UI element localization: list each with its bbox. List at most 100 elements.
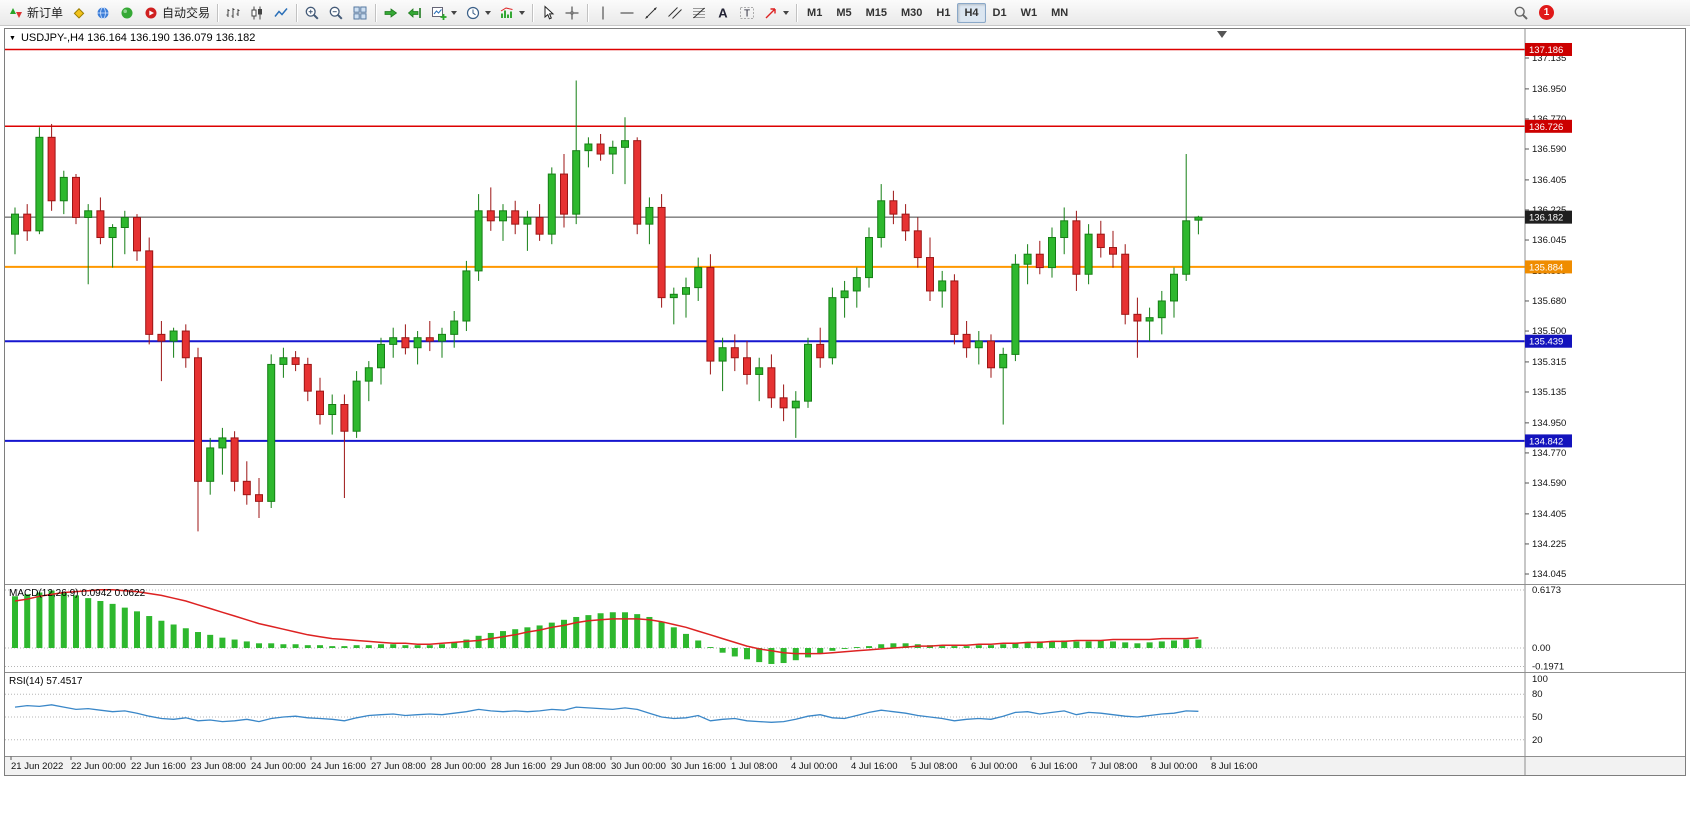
text-icon: A (715, 5, 731, 21)
svg-text:5 Jul 08:00: 5 Jul 08:00 (911, 761, 957, 772)
macd-indicator-label: MACD(12,26,9) 0.0942 0.0622 (9, 588, 146, 599)
timeframe-mn-button[interactable]: MN (1051, 6, 1069, 19)
svg-text:0.00: 0.00 (1532, 643, 1551, 654)
crosshair-button[interactable] (560, 2, 584, 24)
bar-chart-icon (225, 5, 241, 21)
svg-text:27 Jun 08:00: 27 Jun 08:00 (371, 761, 426, 772)
svg-text:136.225: 136.225 (1532, 205, 1566, 216)
rsi-line (14, 704, 1199, 723)
news-button[interactable] (115, 2, 139, 24)
svg-text:134.950: 134.950 (1532, 418, 1566, 429)
metaeditor-button[interactable] (67, 2, 91, 24)
timeframe-m5-button[interactable]: M5 (836, 6, 852, 19)
svg-text:136.726: 136.726 (1529, 122, 1563, 133)
dropdown-caret-icon[interactable] (783, 10, 790, 15)
dropdown-caret-icon[interactable] (451, 10, 458, 15)
zoom-out-button[interactable] (324, 2, 348, 24)
autotrading-icon (143, 5, 159, 21)
vertical-line-icon (595, 5, 611, 21)
chart-symbol-ohlc: USDJPY-,H4 136.164 136.190 136.079 136.1… (20, 32, 256, 44)
timeframe-h1-button[interactable]: H1 (936, 6, 951, 19)
timeframe-m15-button[interactable]: M15 (865, 6, 887, 19)
fibonacci-icon (691, 5, 707, 21)
line-chart-button[interactable] (269, 2, 293, 24)
text-label-button[interactable]: T (735, 2, 759, 24)
channel-icon (667, 5, 683, 21)
svg-text:6 Jul 00:00: 6 Jul 00:00 (971, 761, 1017, 772)
timeframe-h4-button[interactable]: H4 (957, 2, 986, 23)
timeframe-m1-button[interactable]: M1 (807, 6, 823, 19)
candlestick-chart-button[interactable] (245, 2, 269, 24)
line-chart-icon (273, 5, 289, 21)
svg-text:22 Jun 16:00: 22 Jun 16:00 (131, 761, 186, 772)
candlestick-series (11, 80, 1203, 532)
notification-badge[interactable]: 1 (1539, 5, 1554, 20)
one-click-trading-arrow-icon[interactable]: ▼ (9, 34, 16, 42)
bar-chart-button[interactable] (221, 2, 245, 24)
svg-text:137.186: 137.186 (1529, 45, 1563, 56)
text-button[interactable]: A (711, 2, 735, 24)
tile-windows-button[interactable] (348, 2, 372, 24)
price-axis[interactable] (1525, 29, 1685, 756)
new-order-label: 新订单 (27, 6, 64, 20)
profiles-button[interactable] (461, 2, 495, 24)
time-axis-labels: 21 Jun 2022 22 Jun 00:00 22 Jun 16:00 23 Ju… (10, 756, 1257, 772)
auto-scroll-button[interactable] (379, 2, 403, 24)
equidistant-channel-button[interactable] (663, 2, 687, 24)
svg-text:0.6173: 0.6173 (1532, 585, 1561, 596)
trendline-button[interactable] (639, 2, 663, 24)
indicators-icon (499, 5, 515, 21)
chart-window: ▼ USDJPY-,H4 136.164 136.190 136.079 136… (4, 28, 1686, 776)
timeframe-d1-button[interactable]: D1 (992, 6, 1007, 19)
svg-text:22 Jun 00:00: 22 Jun 00:00 (71, 761, 126, 772)
autotrading-button[interactable]: 自动交易 (139, 2, 214, 24)
svg-text:134.842: 134.842 (1529, 436, 1563, 447)
svg-text:20: 20 (1532, 735, 1543, 746)
svg-text:137.135: 137.135 (1532, 53, 1566, 64)
candlestick-icon (249, 5, 265, 21)
time-axis-strip (5, 757, 1685, 775)
chart-title: ▼ USDJPY-,H4 136.164 136.190 136.079 136… (9, 32, 255, 44)
svg-text:136.950: 136.950 (1532, 84, 1566, 95)
svg-text:135.680: 135.680 (1532, 296, 1566, 307)
svg-text:7 Jul 08:00: 7 Jul 08:00 (1091, 761, 1137, 772)
search-button[interactable] (1509, 2, 1533, 24)
svg-text:4 Jul 16:00: 4 Jul 16:00 (851, 761, 897, 772)
dropdown-caret-icon[interactable] (485, 10, 492, 15)
new-order-button[interactable]: 新订单 (4, 2, 67, 24)
svg-text:135.884: 135.884 (1529, 262, 1563, 273)
zoom-in-icon (304, 5, 320, 21)
svg-text:136.770: 136.770 (1532, 114, 1566, 125)
chart-shift-marker-icon[interactable] (1217, 31, 1227, 38)
time-axis[interactable] (5, 757, 1685, 775)
svg-text:30 Jun 00:00: 30 Jun 00:00 (611, 761, 666, 772)
mql5-community-button[interactable] (91, 2, 115, 24)
toolbar-separator (375, 3, 377, 22)
svg-text:134.225: 134.225 (1532, 539, 1566, 550)
crosshair-icon (564, 5, 580, 21)
horizontal-line-button[interactable] (615, 2, 639, 24)
svg-text:29 Jun 08:00: 29 Jun 08:00 (551, 761, 606, 772)
chart-shift-icon (407, 5, 423, 21)
svg-text:136.182: 136.182 (1529, 213, 1563, 224)
arrows-button[interactable] (759, 2, 793, 24)
price-chart[interactable]: 137.135 136.950 136.770 136.590 136.405 136.2… (5, 29, 1685, 775)
new-chart-button[interactable] (427, 2, 461, 24)
dropdown-caret-icon[interactable] (519, 10, 526, 15)
timeframe-w1-button[interactable]: W1 (1020, 6, 1038, 19)
price-tags: 137.186 136.726 136.182 135.884 135.439 134.8… (1525, 42, 1572, 448)
svg-text:135.135: 135.135 (1532, 387, 1566, 398)
indicators-list-button[interactable] (495, 2, 529, 24)
chart-shift-button[interactable] (403, 2, 427, 24)
fibonacci-button[interactable] (687, 2, 711, 24)
svg-text:6 Jul 16:00: 6 Jul 16:00 (1031, 761, 1077, 772)
cursor-button[interactable] (536, 2, 560, 24)
svg-text:134.590: 134.590 (1532, 478, 1566, 489)
zoom-in-button[interactable] (300, 2, 324, 24)
svg-text:23 Jun 08:00: 23 Jun 08:00 (191, 761, 246, 772)
vertical-line-button[interactable] (591, 2, 615, 24)
svg-text:135.500: 135.500 (1532, 326, 1566, 337)
svg-text:1 Jul 08:00: 1 Jul 08:00 (731, 761, 777, 772)
timeframe-m30-button[interactable]: M30 (901, 6, 923, 19)
svg-text:A: A (718, 5, 728, 20)
